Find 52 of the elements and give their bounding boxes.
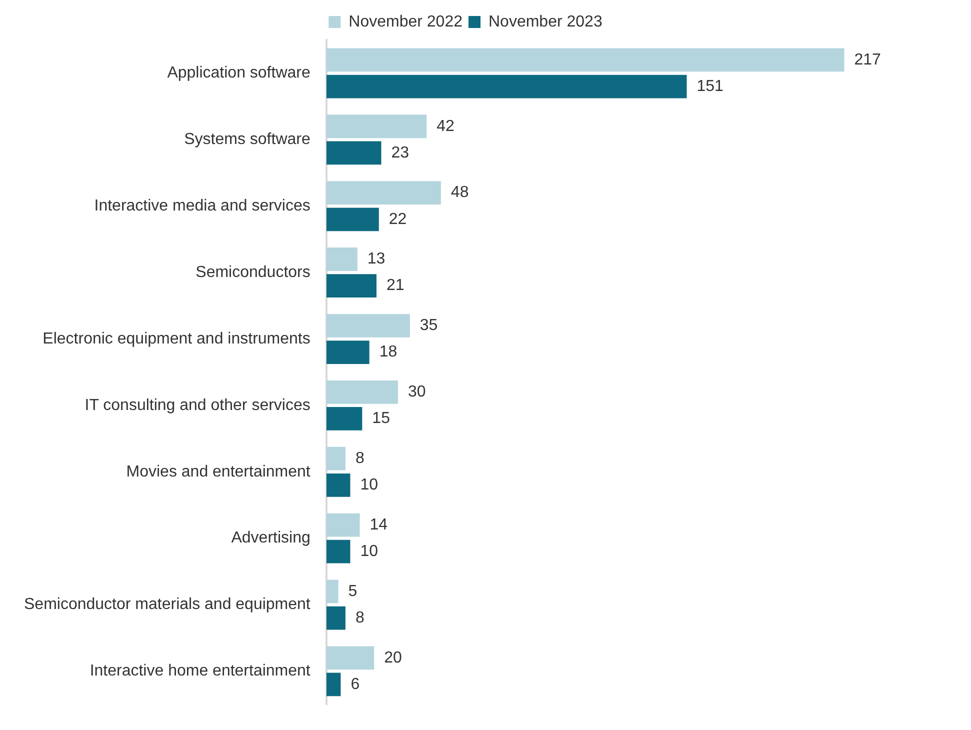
data-label: 23: [391, 144, 410, 162]
data-label: 21: [386, 277, 404, 294]
y-tick-label: Electronic equipment and instruments: [42, 330, 310, 348]
y-tick-label: Interactive media and services: [94, 198, 310, 215]
bar: [326, 646, 374, 670]
bar: [326, 181, 441, 205]
y-tick-label: Interactive home entertainment: [90, 662, 311, 680]
bar: [326, 248, 358, 271]
bar: [326, 208, 379, 232]
bar: [326, 446, 346, 470]
data-label: 10: [360, 476, 378, 494]
y-tick-label: Application software: [167, 64, 310, 82]
bar: [326, 340, 370, 364]
data-label: 217: [854, 51, 882, 68]
data-label: 20: [384, 649, 402, 666]
data-label: 6: [350, 676, 360, 693]
bar: [326, 314, 410, 338]
bar: [326, 606, 346, 630]
data-label: 5: [348, 582, 358, 600]
bar: [326, 513, 360, 537]
y-tick-label: Semiconductor materials and equipment: [24, 596, 311, 614]
bar: [326, 540, 350, 564]
y-tick-label: Systems software: [184, 131, 310, 148]
data-label: 8: [355, 609, 364, 626]
data-label: 8: [355, 450, 364, 467]
legend-label: November 2023: [488, 13, 602, 30]
bar: [326, 74, 687, 98]
y-tick-label: IT consulting and other services: [84, 396, 310, 414]
data-label: 42: [436, 118, 455, 135]
y-tick-label: Semiconductors: [196, 264, 310, 281]
data-label: 151: [696, 78, 724, 95]
data-label: 10: [360, 542, 378, 560]
bar: [326, 407, 362, 430]
data-label: 22: [388, 210, 407, 228]
data-label: 14: [370, 516, 388, 534]
y-tick-label: Movies and entertainment: [126, 463, 311, 480]
bar: [326, 473, 350, 497]
data-label: 48: [450, 184, 469, 202]
bar: [326, 672, 341, 696]
bar: [326, 141, 382, 165]
data-label: 35: [420, 317, 438, 334]
data-label: 30: [408, 384, 426, 401]
data-label: 13: [367, 250, 386, 268]
data-label: 18: [379, 344, 398, 361]
bar: [326, 114, 427, 138]
y-tick-label: Advertising: [231, 530, 310, 547]
bar: [326, 580, 338, 604]
legend-label: November 2022: [348, 13, 463, 30]
bar: [326, 274, 376, 298]
data-label: 15: [372, 410, 390, 428]
bar: [326, 380, 398, 404]
bar: [326, 48, 844, 72]
